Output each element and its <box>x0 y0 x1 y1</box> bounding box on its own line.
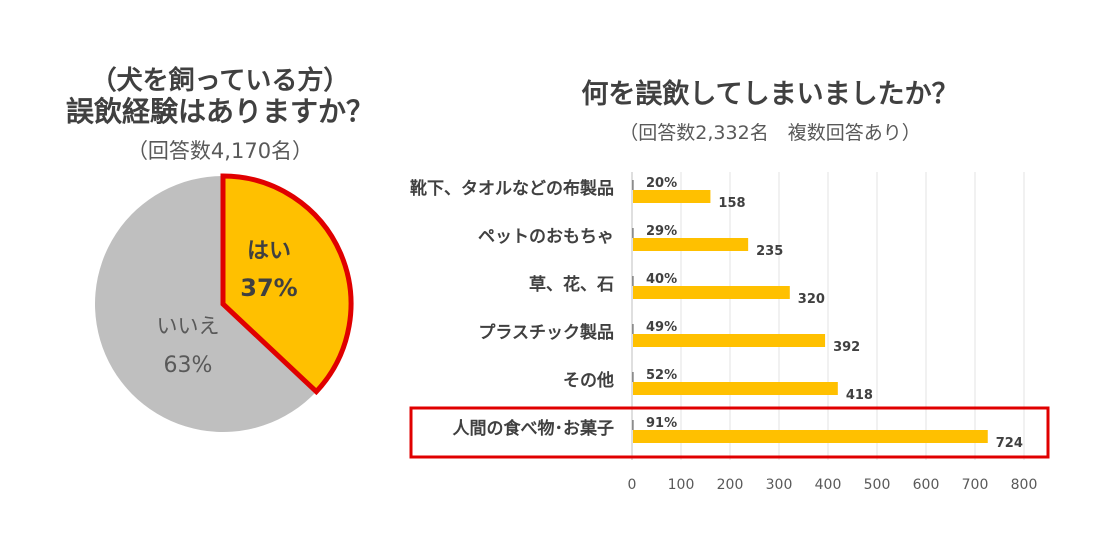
x-tick-label: 700 <box>962 477 989 493</box>
category-label: 人間の食べ物･お菓子 <box>453 418 615 439</box>
percent-label: 40% <box>646 272 677 287</box>
x-tick-label: 300 <box>766 477 793 493</box>
value-label: 235 <box>756 244 783 259</box>
percent-label: 91% <box>646 416 677 431</box>
bar <box>633 430 988 443</box>
x-tick-label: 200 <box>717 477 744 493</box>
percent-label: 20% <box>646 176 677 191</box>
category-label: 靴下、タオルなどの布製品 <box>410 178 614 199</box>
pie-respondent-note: （回答数4,170名） <box>126 139 314 163</box>
bar <box>633 382 838 395</box>
category-label: プラスチック製品 <box>478 322 614 343</box>
bar <box>633 238 749 251</box>
value-label: 724 <box>996 436 1023 451</box>
value-label: 320 <box>798 292 825 307</box>
pie-slice-value-label: 37% <box>240 274 297 302</box>
category-label: 草、花、石 <box>529 274 614 295</box>
bar <box>633 286 790 299</box>
value-label: 392 <box>833 340 860 355</box>
x-tick-label: 0 <box>628 477 637 493</box>
pie-slice-label: いいえ <box>157 314 220 338</box>
pie-chart: はい 37% いいえ 63% <box>94 173 354 432</box>
pie-slice-value-label: 63% <box>164 353 213 378</box>
highlight-box <box>409 406 1050 459</box>
x-tick-label: 500 <box>864 477 891 493</box>
bar-title: 何を誤飲してしまいましたか？ <box>581 79 959 110</box>
bar <box>633 190 711 203</box>
bar-respondent-note: （回答数2,332名 複数回答あり） <box>619 122 921 144</box>
bar <box>633 334 826 347</box>
pie-slice-yes <box>220 173 354 396</box>
pie-slice-no <box>94 176 317 432</box>
value-label: 418 <box>846 388 873 403</box>
category-label: ペットのおもちゃ <box>478 227 614 247</box>
x-tick-label: 400 <box>815 477 842 493</box>
x-tick-label: 100 <box>668 477 695 493</box>
percent-label: 49% <box>646 320 677 335</box>
x-tick-label: 600 <box>913 477 940 493</box>
x-tick-label: 800 <box>1011 477 1038 493</box>
value-label: 158 <box>718 196 745 211</box>
pie-slice-label: はい <box>247 239 291 264</box>
pie-title: 誤飲経験はありますか？ <box>65 95 374 128</box>
percent-label: 29% <box>646 224 677 239</box>
percent-label: 52% <box>646 368 677 383</box>
pie-subtitle: （犬を飼っている方） <box>90 66 350 96</box>
category-label: その他 <box>563 370 614 391</box>
